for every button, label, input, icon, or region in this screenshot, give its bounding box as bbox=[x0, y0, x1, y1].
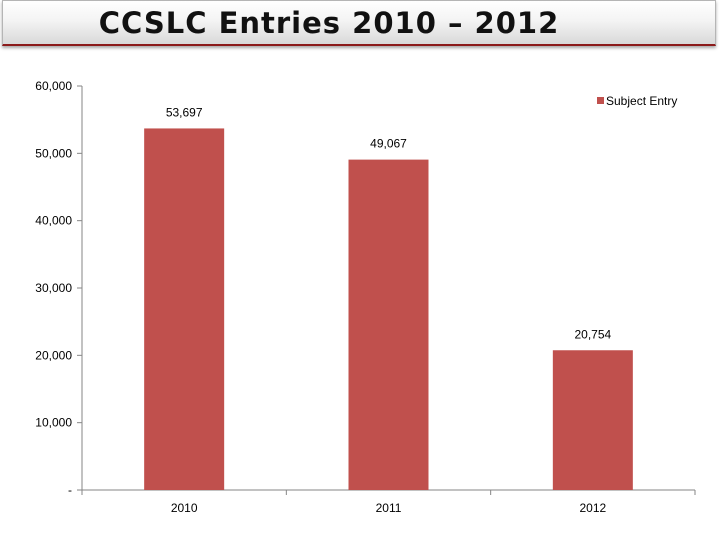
y-tick-label: 40,000 bbox=[35, 214, 72, 228]
x-tick-label: 2011 bbox=[376, 501, 402, 515]
y-tick-label: 20,000 bbox=[35, 348, 72, 362]
bar bbox=[348, 159, 429, 490]
y-tick-label: 10,000 bbox=[35, 416, 72, 430]
data-label: 20,754 bbox=[574, 327, 611, 341]
y-tick-label: 60,000 bbox=[35, 79, 72, 93]
y-tick-label: 50,000 bbox=[35, 146, 72, 160]
legend-label: Subject Entry bbox=[606, 94, 677, 108]
bar bbox=[552, 350, 633, 490]
y-tick-label: - bbox=[68, 483, 72, 497]
data-label: 53,697 bbox=[166, 105, 203, 119]
data-label: 49,067 bbox=[370, 137, 407, 151]
bar bbox=[144, 128, 225, 491]
chart-title: CCSLC Entries 2010 – 2012 bbox=[98, 5, 560, 40]
x-tick-label: 2010 bbox=[171, 501, 198, 515]
title-banner: CCSLC Entries 2010 – 2012 bbox=[2, 0, 716, 46]
x-tick-label: 2012 bbox=[579, 501, 606, 515]
y-tick-label: 30,000 bbox=[35, 281, 72, 295]
legend-swatch bbox=[597, 97, 604, 104]
